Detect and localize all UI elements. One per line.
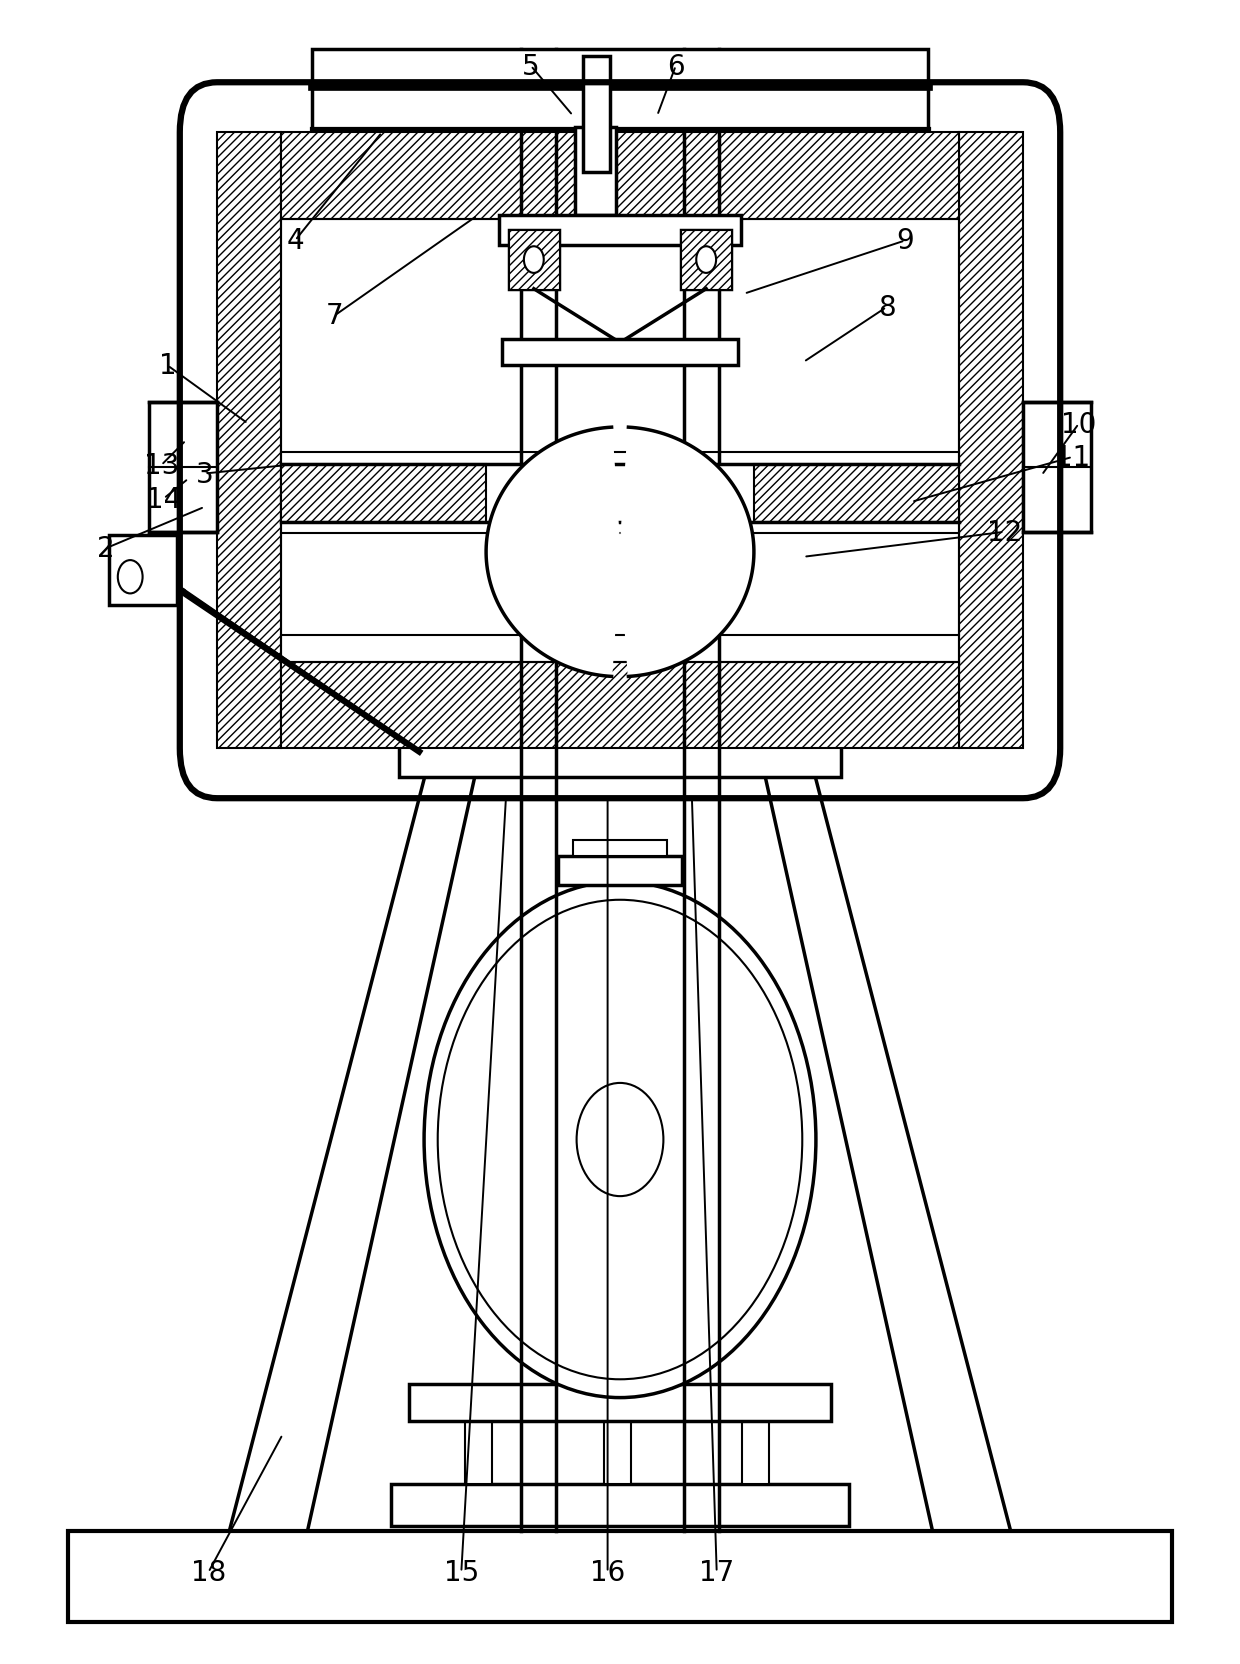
Bar: [742, 1421, 769, 1484]
Text: 14: 14: [146, 486, 181, 513]
FancyBboxPatch shape: [180, 83, 1060, 799]
Bar: [682, 231, 732, 290]
Bar: [508, 231, 558, 290]
Bar: [502, 339, 738, 366]
Bar: [217, 133, 281, 749]
Polygon shape: [143, 566, 419, 752]
Text: 11: 11: [1055, 444, 1090, 471]
Bar: [583, 57, 610, 173]
Ellipse shape: [577, 1083, 663, 1196]
Bar: [281, 133, 959, 220]
Polygon shape: [486, 428, 754, 677]
Bar: [604, 1421, 631, 1484]
Bar: [391, 1484, 849, 1526]
Text: 4: 4: [286, 228, 304, 255]
Bar: [281, 464, 486, 522]
Text: 6: 6: [667, 53, 684, 80]
Text: 1: 1: [159, 353, 176, 379]
Bar: [575, 128, 616, 216]
Bar: [68, 1531, 1172, 1622]
Bar: [508, 231, 558, 290]
Bar: [1023, 403, 1091, 532]
Bar: [399, 740, 841, 777]
Text: 7: 7: [326, 303, 343, 329]
Ellipse shape: [424, 882, 816, 1398]
Ellipse shape: [438, 900, 802, 1379]
Bar: [682, 231, 732, 290]
Text: 5: 5: [522, 53, 539, 80]
Text: 2: 2: [97, 536, 114, 562]
Text: 10: 10: [1061, 411, 1096, 438]
Text: 18: 18: [191, 1559, 226, 1586]
Bar: [109, 536, 177, 606]
Circle shape: [697, 248, 717, 273]
Circle shape: [523, 248, 543, 273]
Bar: [281, 662, 959, 749]
Bar: [465, 1421, 492, 1484]
Text: 16: 16: [590, 1559, 625, 1586]
Text: 13: 13: [144, 453, 179, 479]
Text: 9: 9: [897, 228, 914, 255]
Bar: [281, 464, 959, 522]
Bar: [754, 464, 959, 522]
Text: 15: 15: [444, 1559, 479, 1586]
Bar: [312, 50, 928, 130]
Bar: [573, 840, 667, 857]
Bar: [149, 403, 217, 532]
Text: 3: 3: [196, 461, 213, 488]
Bar: [558, 857, 682, 885]
Circle shape: [118, 561, 143, 594]
Bar: [498, 216, 740, 246]
Bar: [959, 133, 1023, 749]
Bar: [409, 1384, 831, 1421]
Text: 17: 17: [699, 1559, 734, 1586]
Text: 12: 12: [987, 519, 1022, 546]
Text: 8: 8: [878, 295, 895, 321]
